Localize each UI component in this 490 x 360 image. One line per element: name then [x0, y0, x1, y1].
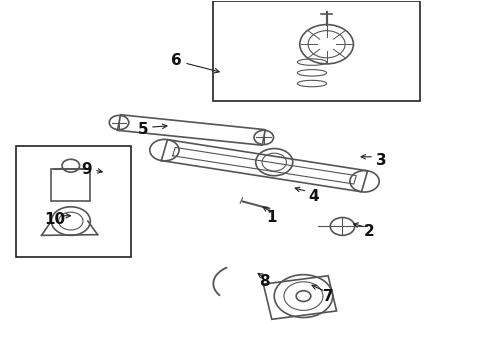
- Text: 8: 8: [259, 274, 270, 289]
- Text: 3: 3: [376, 153, 387, 168]
- Text: 7: 7: [322, 289, 333, 303]
- Text: 5: 5: [137, 122, 148, 138]
- Bar: [263, 276, 337, 319]
- Text: 10: 10: [45, 212, 66, 227]
- Text: 6: 6: [172, 53, 182, 68]
- Text: 2: 2: [364, 224, 375, 239]
- Text: 9: 9: [81, 162, 92, 177]
- Text: 4: 4: [308, 189, 319, 203]
- Text: 1: 1: [267, 210, 277, 225]
- Bar: [213, 1, 420, 102]
- Bar: [16, 146, 130, 257]
- Bar: [51, 169, 90, 202]
